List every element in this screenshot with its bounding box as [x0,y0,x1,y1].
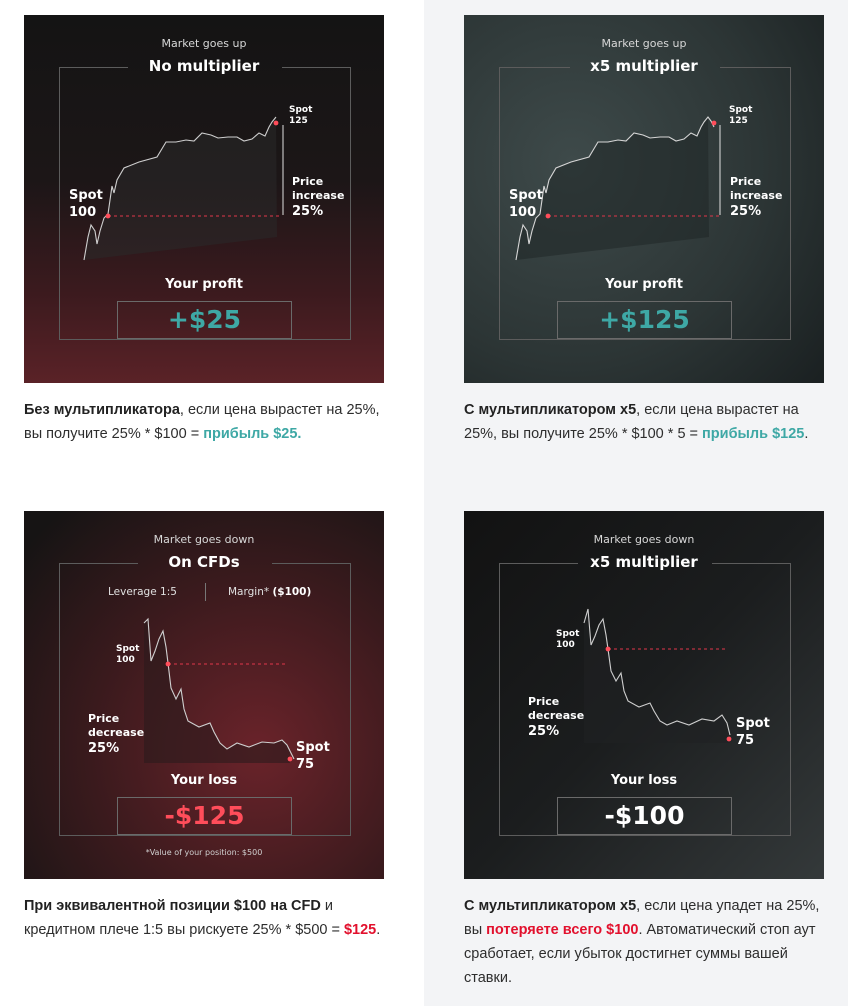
card-subtitle: Market goes down [153,533,255,546]
card-on-cfds: Market goes down On CFDs Leverage 1:5 Ma… [24,511,384,879]
card-title: No multiplier [148,57,260,75]
footnote: *Value of your position: $500 [145,848,263,857]
card-frame [59,563,351,836]
price-chart [515,116,721,261]
card-x5-multiplier-down: Market goes down x5 multiplier Spot 100 S… [464,511,824,879]
spot-end-label: Spot 125 [729,105,753,126]
card-title: On CFDs [168,553,240,571]
spot-start-label: Spot 100 [116,644,140,665]
card-frame [499,67,791,340]
result-value: -$100 [557,797,732,835]
spot-start-dot [165,661,171,667]
caption-x5-down: С мультипликатором x5, если цена упадет … [464,898,820,986]
card-frame [499,563,791,836]
result-value: -$125 [117,797,292,835]
price-change-label: Price increase 25% [730,175,783,219]
card-subtitle: Market goes up [161,37,247,50]
card-frame [59,67,351,340]
margin-label: Margin* ($100) [228,586,312,598]
price-change-label: Price increase 25% [292,175,345,219]
spot-start-dot [105,213,111,219]
result-label: Your loss [170,773,238,788]
card-x5-multiplier-up: Market goes up x5 multiplier Spot 100 Spo… [464,15,824,383]
price-line [83,116,277,261]
leverage-label: Leverage 1:5 [108,586,177,598]
spot-end-label: Spot 75 [296,740,330,772]
spot-end-dot [287,756,293,762]
spot-start-label: Spot 100 [556,629,580,650]
price-change-label: Price decrease 25% [528,695,585,739]
result-label: Your loss [610,773,678,788]
result-value: +$25 [117,301,292,339]
price-chart [83,116,284,261]
card-title: x5 multiplier [590,57,698,75]
spot-start-dot [545,213,551,219]
price-change-label: Price decrease 25% [88,712,145,756]
price-line [143,617,295,760]
card-title: x5 multiplier [590,553,698,571]
caption-no-multiplier: Без мультипликатора, если цена вырастет … [24,402,380,442]
spot-start-label: Spot 100 [509,188,543,220]
spot-start-dot [605,646,611,652]
card-subtitle: Market goes up [601,37,687,50]
price-line [515,116,715,261]
price-chart [143,617,295,763]
price-line [583,608,731,736]
result-label: Your profit [165,277,243,292]
spot-end-label: Spot 125 [289,105,313,126]
spot-end-dot [711,120,717,126]
result-label: Your profit [605,277,683,292]
card-subtitle: Market goes down [593,533,695,546]
price-chart [583,608,732,743]
spot-end-dot [273,120,279,126]
result-value: +$125 [557,301,732,339]
caption-cfd: При эквивалентной позиции $100 на CFD и … [24,898,381,938]
card-no-multiplier: Market goes up No multiplier Spot 100 Spo… [24,15,384,383]
caption-x5-up: С мультипликатором x5, если цена вырасте… [464,402,809,442]
leverage-divider [205,583,206,601]
spot-end-label: Spot 75 [736,716,770,748]
spot-start-label: Spot 100 [69,188,103,220]
spot-end-dot [726,736,732,742]
